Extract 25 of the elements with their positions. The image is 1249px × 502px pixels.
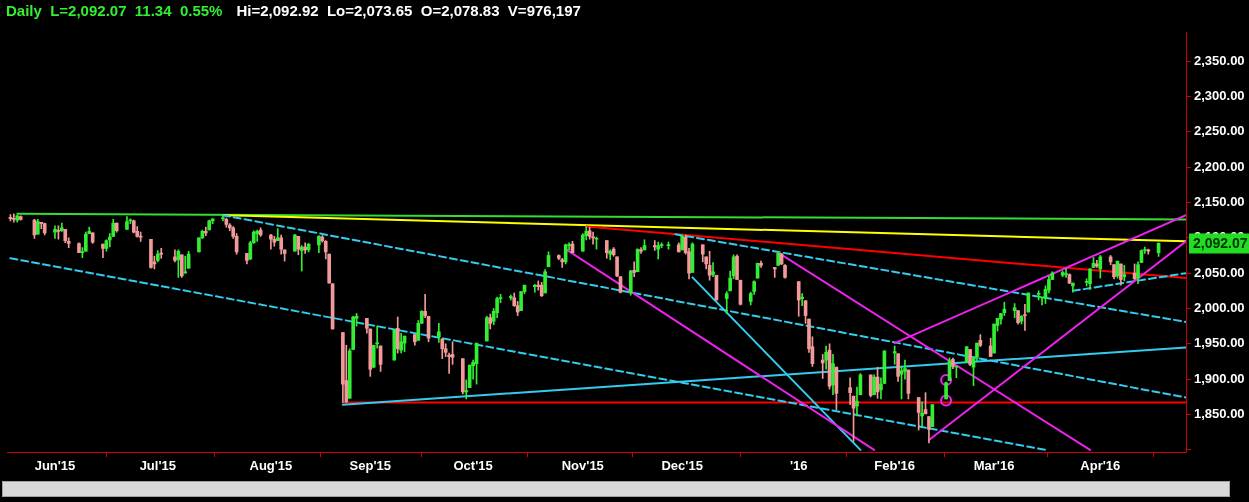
y-tick-label: 1,850.00 — [1194, 406, 1245, 422]
x-tick-label: Apr'16 — [1080, 458, 1121, 474]
y-tick-label: 2,250.00 — [1194, 123, 1245, 139]
annotation: 2,092.07 — [1193, 235, 1248, 252]
x-tick-label: Mar'16 — [973, 458, 1015, 474]
x-tick-label: Jul'15 — [139, 458, 176, 474]
x-tick-label: Oct'15 — [453, 458, 493, 474]
x-tick-label: Feb'16 — [874, 458, 916, 474]
x-tick-label: Jun'15 — [34, 458, 76, 474]
chart-subtitle: Hi=2,092.92 Lo=2,073.65 O=2,078.83 V=976,197 — [236, 2, 581, 19]
x-tick-label: '16 — [789, 458, 808, 474]
y-tick-label: 1,950.00 — [1194, 335, 1245, 351]
y-tick-label: 2,350.00 — [1194, 52, 1245, 68]
y-tick-label: 2,000.00 — [1194, 300, 1245, 316]
x-tick-label: Nov'15 — [561, 458, 604, 474]
candlestick — [392, 329, 397, 361]
x-tick-label: Sep'15 — [349, 458, 391, 474]
x-tick-label: Dec'15 — [661, 458, 703, 474]
y-tick-label: 2,050.00 — [1194, 264, 1245, 280]
x-tick-label: Aug'15 — [249, 458, 293, 474]
y-tick-label: 1,900.00 — [1194, 370, 1245, 386]
y-tick-label: 2,150.00 — [1194, 194, 1245, 210]
y-tick-label: 2,200.00 — [1194, 158, 1245, 174]
chart-title: Daily L=2,092.07 11.34 0.55% — [6, 2, 223, 19]
y-tick-label: 2,300.00 — [1194, 88, 1245, 103]
